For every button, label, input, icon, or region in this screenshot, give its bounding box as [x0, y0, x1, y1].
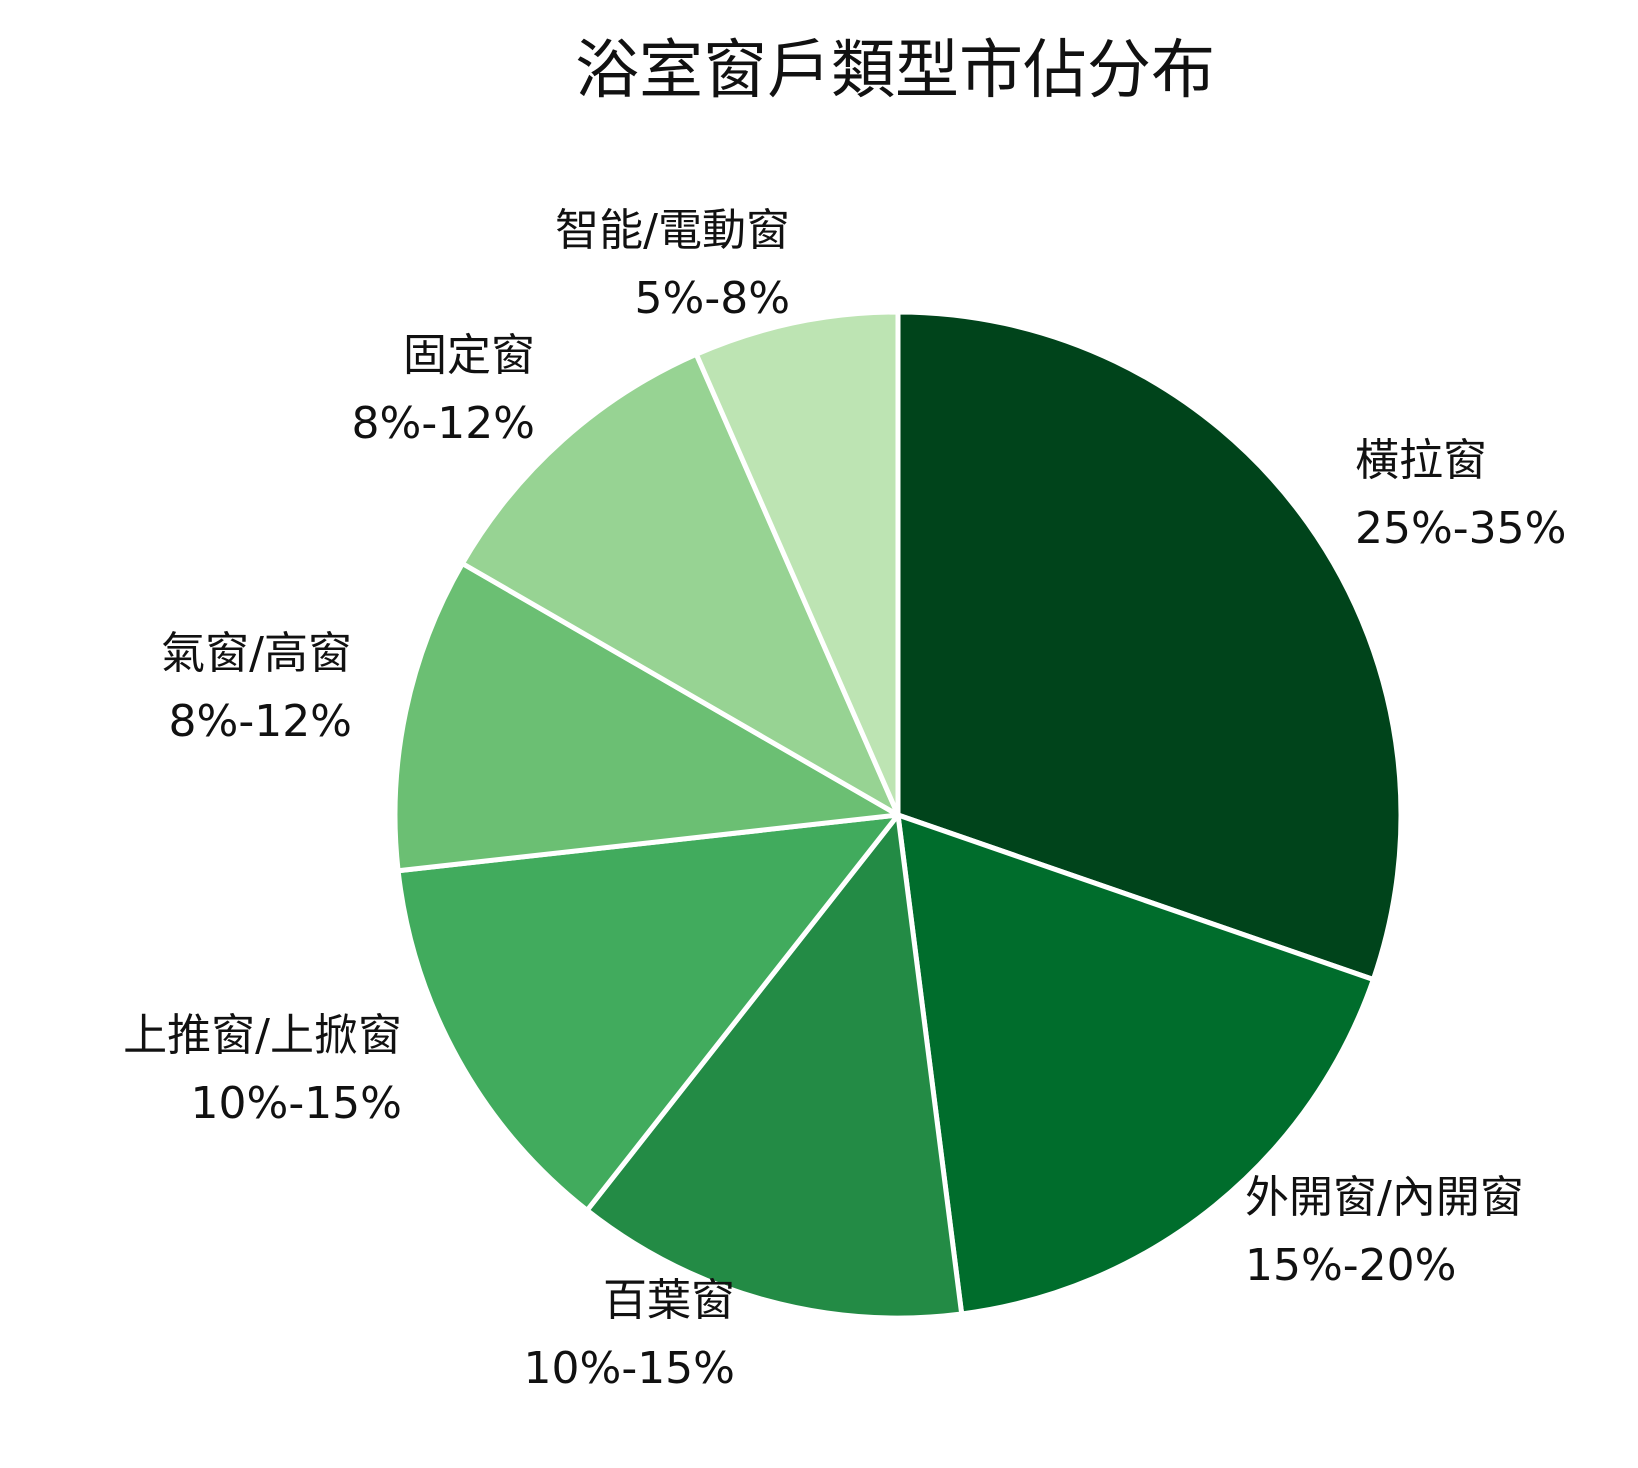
slice-value-label-7: 5%-8%	[635, 273, 790, 324]
pie-labels: 橫拉窗 25%-35% 外開窗/內開窗 15%-20% 百葉窗 10%-15% 上推窗/上掀…	[123, 205, 1566, 1394]
slice-value-label-6: 8%-12%	[352, 398, 535, 449]
pie-slice-5	[392, 561, 901, 874]
slice-label-3: 百葉窗	[603, 1275, 735, 1326]
slice-value-label-1: 25%-35%	[1355, 503, 1566, 554]
pie-slice-3	[584, 812, 965, 1321]
slice-label-6: 固定窗	[403, 330, 535, 381]
slice-label-2: 外開窗/內開窗	[1245, 1172, 1524, 1223]
slice-label-1: 橫拉窗	[1355, 435, 1487, 486]
slice-value-label-4: 10%-15%	[191, 1078, 402, 1129]
slice-label-4: 上推窗/上掀窗	[123, 1010, 402, 1061]
slice-value-label-2: 15%-20%	[1245, 1240, 1456, 1291]
slice-label-7: 智能/電動窗	[555, 205, 790, 256]
pie-slice-1	[895, 309, 1404, 983]
chart-title: 浴室窗戶類型市佔分布	[575, 34, 1215, 108]
slice-value-label-3: 10%-15%	[524, 1343, 735, 1394]
pie-slices	[392, 309, 1404, 1321]
slice-label-5: 氣窗/高窗	[161, 628, 352, 679]
pie-slice-7	[693, 309, 901, 818]
pie-slice-4	[395, 812, 901, 1213]
pie-slice-2	[895, 812, 1376, 1317]
slice-value-label-5: 8%-12%	[169, 696, 352, 747]
pie-slice-6	[459, 351, 901, 818]
